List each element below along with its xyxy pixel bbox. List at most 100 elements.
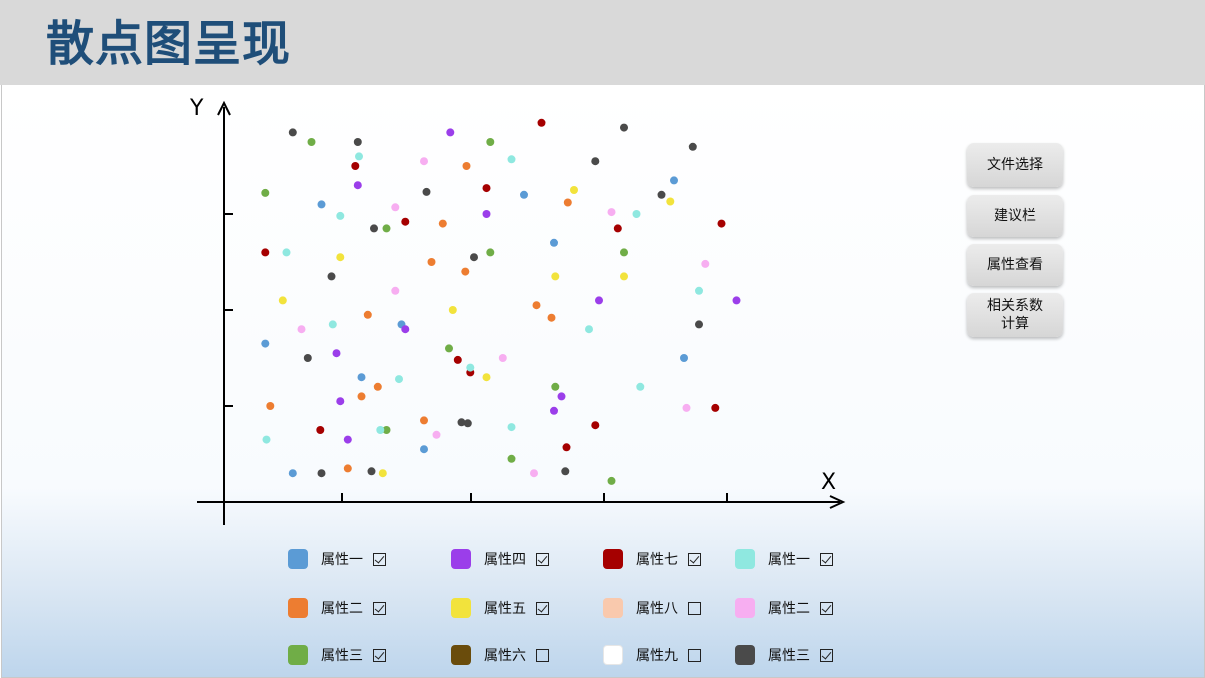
legend-checkbox[interactable]: [536, 648, 549, 662]
scatter-point-s3-8: [507, 454, 516, 463]
scatter-point-s8-4: [420, 157, 428, 166]
scatter-point-s9-12: [561, 467, 570, 476]
scatter-point-s5-3: [378, 469, 387, 478]
attribute-view-button[interactable]: 属性查看: [967, 244, 1063, 286]
scatter-point-s1-1: [261, 339, 270, 348]
scatter-point-s6-2: [316, 426, 325, 434]
scatter-point-s7-8: [466, 363, 475, 372]
scatter-point-s3-11: [620, 248, 628, 257]
legend-item: 属性二: [288, 597, 386, 619]
scatter-point-s4-1: [332, 349, 341, 358]
scatter-point-s7-14: [695, 286, 703, 295]
legend-checkbox[interactable]: [373, 648, 386, 662]
scatter-point-s8-1: [297, 325, 306, 334]
scatter-point-s7-1: [262, 435, 271, 444]
legend-item: 属性三: [288, 644, 386, 666]
legend-checkbox[interactable]: [688, 648, 701, 662]
scatter-point-s6-10: [591, 421, 600, 430]
legend-checkbox[interactable]: [373, 601, 386, 615]
scatter-point-s8-6: [498, 354, 507, 362]
scatter-point-s6-1: [261, 248, 270, 257]
scatter-point-s5-6: [551, 272, 560, 281]
legend-label: 属性七: [636, 552, 678, 568]
scatter-point-s8-5: [432, 430, 441, 439]
legend-checkbox[interactable]: [820, 648, 833, 662]
legend-label: 属性四: [484, 552, 526, 568]
scatter-point-s2-9: [461, 267, 470, 276]
scatter-point-s6-7: [482, 184, 491, 193]
scatter-point-s9-5: [353, 138, 362, 146]
legend-label: 属性九: [636, 648, 678, 664]
scatter-point-s3-9: [551, 382, 560, 391]
legend-checkbox[interactable]: [373, 552, 386, 566]
legend-item: 属性一: [735, 548, 833, 570]
legend-label: 属性三: [321, 648, 363, 664]
scatter-point-s4-4: [353, 181, 362, 190]
legend-swatch: [288, 598, 308, 618]
scatter-point-s9-13: [591, 157, 600, 166]
scatter-point-s9-15: [657, 190, 666, 199]
scatter-point-s7-11: [585, 325, 593, 334]
legend-label: 属性八: [636, 601, 678, 617]
legend-checkbox[interactable]: [536, 601, 549, 615]
scatter-chart: XY: [189, 96, 846, 525]
scatter-point-s8-10: [701, 259, 710, 268]
legend-swatch: [735, 645, 755, 665]
scatter-point-s2-2: [343, 464, 352, 473]
scatter-point-s9-14: [620, 123, 628, 132]
scatter-point-s8-7: [530, 469, 538, 478]
scatter-point-s9-16: [688, 142, 697, 151]
scatter-point-s2-12: [547, 313, 556, 322]
scatter-point-s3-5: [445, 344, 453, 353]
scatter-point-s5-5: [482, 373, 491, 382]
file-select-button[interactable]: 文件选择: [967, 143, 1063, 187]
legend-checkbox[interactable]: [688, 552, 701, 566]
scatter-point-s9-6: [370, 224, 378, 233]
scatter-point-s9-10: [463, 419, 472, 428]
scatter-point-s4-9: [557, 392, 566, 401]
page-title: 散点图呈现: [46, 16, 292, 72]
scatter-point-s1-2: [288, 469, 297, 478]
scatter-point-s2-11: [532, 301, 541, 310]
legend-checkbox[interactable]: [820, 601, 833, 615]
legend-label: 属性六: [484, 648, 526, 664]
scatter-point-s9-9: [457, 418, 466, 427]
scatter-point-s9-1: [288, 128, 297, 137]
scatter-point-s7-3: [328, 320, 337, 329]
scatter-point-s6-8: [537, 118, 546, 127]
suggestion-bar-button[interactable]: 建议栏: [967, 195, 1063, 237]
legend-label: 属性一: [768, 552, 810, 568]
correlation-calc-button[interactable]: 相关系数 计算: [967, 293, 1063, 337]
scatter-point-s7-9: [507, 423, 516, 432]
scatter-point-s3-2: [307, 138, 316, 146]
legend-checkbox[interactable]: [536, 552, 549, 566]
legend-label: 属性一: [321, 552, 363, 568]
legend-swatch: [451, 645, 471, 665]
legend-swatch: [603, 549, 623, 569]
scatter-point-s2-1: [266, 402, 275, 410]
legend-item: 属性二: [735, 597, 833, 619]
scatter-point-s1-7: [520, 190, 528, 199]
scatter-point-s4-3: [343, 435, 352, 444]
scatter-point-s6-11: [613, 224, 622, 233]
scatter-point-s2-10: [462, 162, 471, 170]
scatter-point-s1-10: [680, 354, 688, 362]
scatter-point-s4-6: [446, 128, 455, 137]
scatter-point-s6-9: [562, 443, 571, 452]
scatter-point-s7-6: [376, 426, 385, 434]
scatter-point-s6-4: [401, 217, 410, 226]
scatter-point-s5-1: [278, 296, 287, 305]
scatter-point-s2-3: [357, 392, 366, 401]
scatter-point-s9-11: [470, 253, 478, 262]
scatter-point-s3-6: [486, 248, 495, 257]
scatter-point-s9-4: [327, 272, 336, 281]
legend-swatch: [288, 549, 308, 569]
legend-checkbox[interactable]: [820, 552, 833, 566]
scatter-point-s7-10: [507, 155, 516, 164]
legend-swatch: [288, 645, 308, 665]
legend-checkbox[interactable]: [688, 601, 701, 615]
legend-item: 属性六: [451, 644, 549, 666]
scatter-point-s7-2: [282, 248, 291, 257]
scatter-point-s4-2: [336, 397, 345, 406]
legend-label: 属性三: [768, 648, 810, 664]
